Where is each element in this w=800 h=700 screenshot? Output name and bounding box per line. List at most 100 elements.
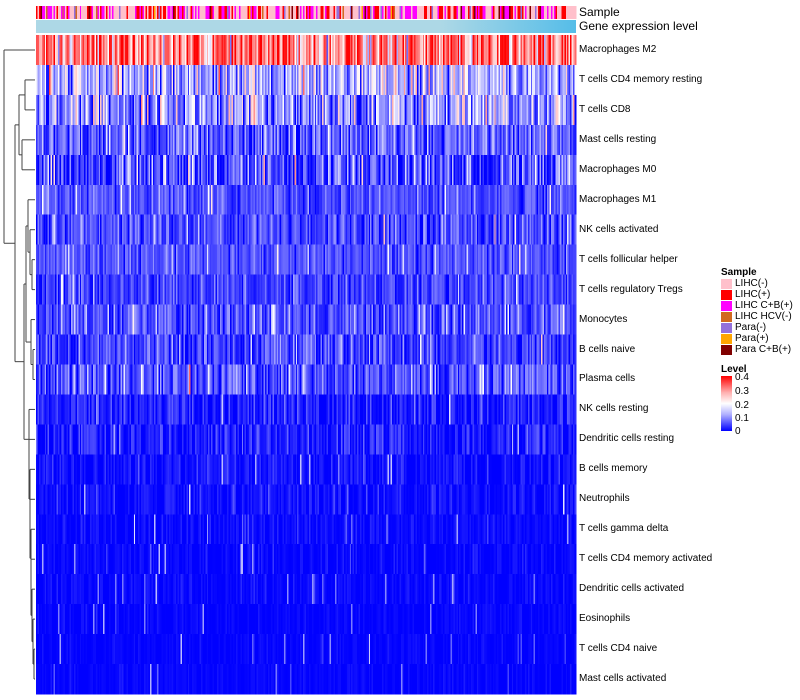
heatmap-cell bbox=[111, 214, 114, 245]
heatmap-cell bbox=[189, 334, 192, 365]
heatmap-cell bbox=[345, 64, 348, 96]
heatmap-cell bbox=[78, 94, 81, 126]
heatmap-cell bbox=[381, 124, 384, 156]
heatmap-cell bbox=[345, 184, 348, 216]
heatmap-cell bbox=[216, 64, 219, 96]
heatmap-cell bbox=[323, 304, 326, 335]
heatmap-cell bbox=[295, 184, 298, 216]
heatmap-cell bbox=[52, 124, 54, 156]
heatmap-cell bbox=[243, 334, 246, 365]
heatmap-cell bbox=[202, 274, 205, 305]
heatmap-cell bbox=[100, 214, 102, 245]
heatmap-cell bbox=[228, 334, 231, 365]
heatmap-cell bbox=[275, 184, 278, 216]
heatmap-cell bbox=[168, 214, 171, 245]
heatmap-cell bbox=[470, 334, 473, 365]
sample-annotation-cell bbox=[120, 6, 123, 19]
heatmap-cell bbox=[205, 304, 208, 335]
heatmap-cell bbox=[418, 35, 421, 66]
heatmap-cell bbox=[384, 304, 387, 335]
heatmap-cell bbox=[199, 94, 202, 126]
heatmap-cell bbox=[176, 244, 178, 275]
heatmap-cell bbox=[432, 94, 435, 126]
heatmap-cell bbox=[319, 214, 321, 245]
heatmap-cell bbox=[87, 304, 89, 335]
heatmap-cell bbox=[234, 214, 237, 245]
heatmap-cell bbox=[365, 184, 368, 216]
heatmap-cell bbox=[457, 334, 460, 365]
heatmap-cell bbox=[227, 364, 229, 395]
heatmap-cell bbox=[190, 154, 193, 186]
heatmap-cell bbox=[155, 124, 158, 156]
heatmap-cell bbox=[165, 214, 168, 245]
heatmap-cell bbox=[123, 334, 126, 365]
heatmap-cell bbox=[492, 334, 495, 365]
sample-annotation-cell bbox=[85, 6, 88, 19]
heatmap-cell bbox=[81, 304, 84, 335]
sample-annotation-cell bbox=[289, 6, 292, 19]
heatmap-cell bbox=[341, 244, 343, 275]
sample-annotation-cell bbox=[291, 6, 294, 19]
heatmap-cell bbox=[44, 334, 47, 365]
heatmap-cell bbox=[447, 154, 450, 186]
heatmap-cell bbox=[373, 124, 375, 156]
heatmap-cell bbox=[208, 244, 210, 275]
heatmap-cell bbox=[84, 304, 86, 335]
heatmap-cell bbox=[416, 364, 419, 395]
heatmap-cell bbox=[259, 364, 262, 395]
heatmap-cell bbox=[38, 154, 41, 186]
heatmap-cell bbox=[437, 214, 440, 245]
heatmap-cell bbox=[523, 94, 526, 126]
sample-annotation-cell bbox=[573, 6, 575, 19]
heatmap-cell bbox=[95, 364, 98, 395]
heatmap-cell bbox=[435, 244, 438, 275]
heatmap-cell bbox=[52, 184, 54, 216]
heatmap-cell bbox=[126, 64, 129, 96]
heatmap-cell bbox=[418, 94, 421, 126]
heatmap-cell bbox=[40, 35, 43, 66]
heatmap-cell bbox=[246, 274, 248, 305]
heatmap-cell bbox=[414, 124, 416, 156]
heatmap-cell bbox=[265, 184, 267, 216]
heatmap-cell bbox=[473, 64, 476, 96]
heatmap-cell bbox=[390, 94, 393, 126]
heatmap-cell bbox=[361, 334, 364, 365]
heatmap-cell bbox=[106, 64, 108, 96]
heatmap-cell bbox=[219, 64, 222, 96]
heatmap-cell bbox=[269, 124, 272, 156]
heatmap-cell bbox=[484, 274, 486, 305]
heatmap-cell bbox=[403, 94, 406, 126]
heatmap-cell bbox=[308, 274, 311, 305]
heatmap-cell bbox=[336, 124, 339, 156]
heatmap-cell bbox=[530, 124, 533, 156]
sample-annotation-cell bbox=[441, 6, 444, 19]
heatmap-cell bbox=[538, 35, 540, 66]
heatmap-cell bbox=[396, 64, 399, 96]
heatmap-cell bbox=[291, 334, 294, 365]
heatmap-cell bbox=[526, 94, 529, 126]
heatmap-cell bbox=[211, 334, 213, 365]
heatmap-cell bbox=[47, 214, 50, 245]
heatmap-cell bbox=[440, 334, 443, 365]
heatmap-cell bbox=[230, 184, 232, 216]
heatmap-cell bbox=[389, 154, 391, 186]
heatmap-cell bbox=[551, 154, 553, 186]
heatmap-cell bbox=[414, 334, 416, 365]
heatmap-cell bbox=[371, 274, 374, 305]
heatmap-cell bbox=[266, 184, 269, 216]
heatmap-cell bbox=[127, 184, 130, 216]
heatmap-cell bbox=[202, 304, 205, 335]
heatmap-cell bbox=[40, 214, 43, 245]
heatmap-cell bbox=[130, 334, 133, 365]
heatmap-cell bbox=[79, 35, 82, 66]
heatmap-cell bbox=[519, 64, 521, 96]
heatmap-cell bbox=[332, 304, 335, 335]
heatmap-cell bbox=[470, 274, 473, 305]
heatmap-cell bbox=[146, 154, 149, 186]
heatmap-cell bbox=[133, 274, 136, 305]
heatmap-cell bbox=[160, 154, 162, 186]
heatmap-cell bbox=[65, 394, 67, 425]
heatmap-cell bbox=[195, 154, 197, 186]
heatmap-cell bbox=[260, 124, 263, 156]
heatmap-cell bbox=[72, 94, 75, 126]
